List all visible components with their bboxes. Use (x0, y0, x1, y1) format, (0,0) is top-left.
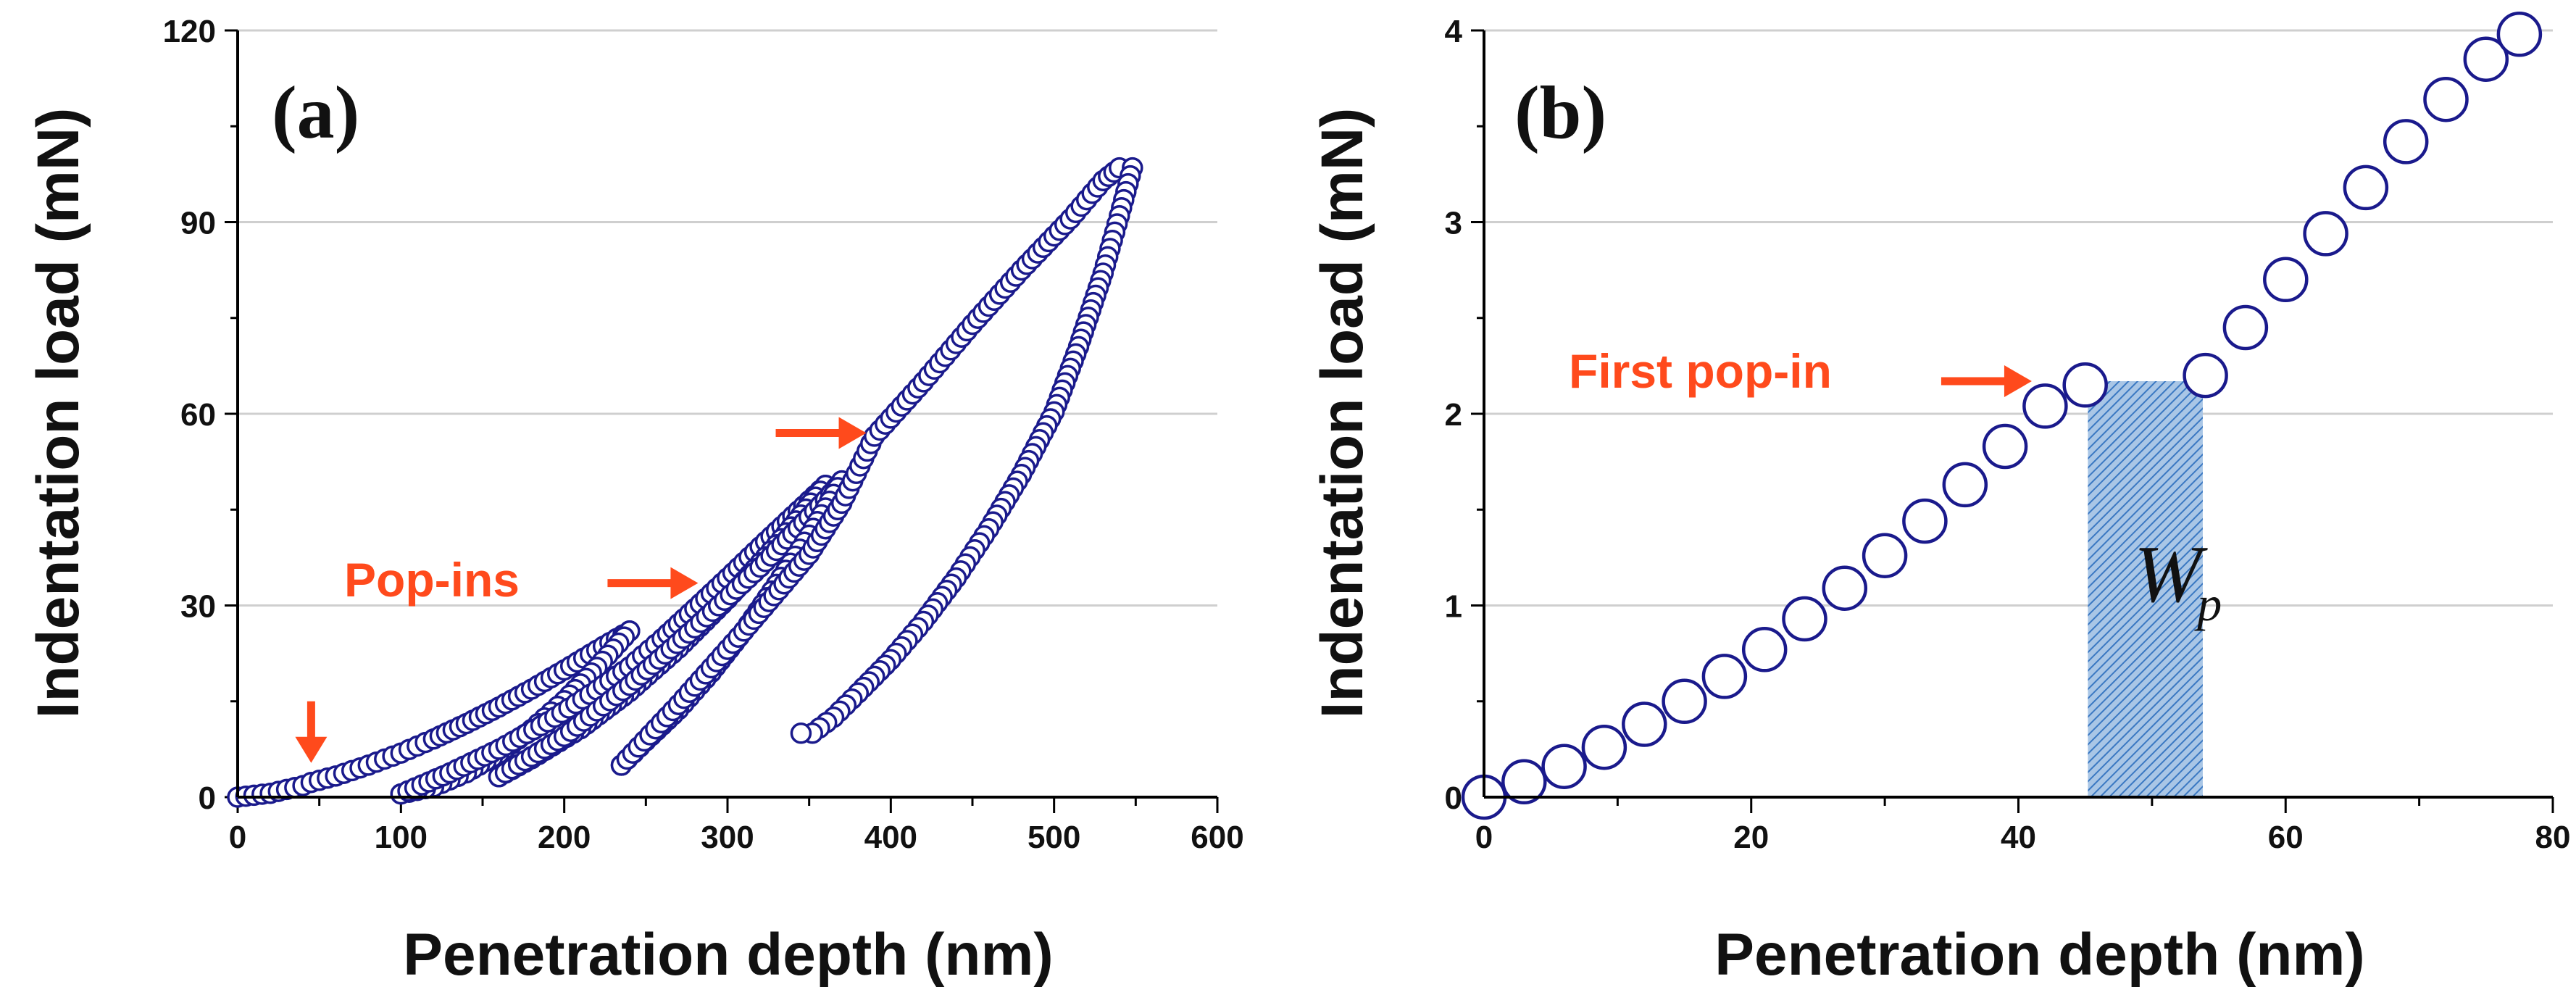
panel-a-chart: 0 30 60 90 120 0 100 200 300 400 500 600 (a) Pop-in… (25, 14, 1244, 987)
panel-a-arrow-icon (607, 567, 699, 599)
panel-b-x-tick-label: 60 (2268, 820, 2304, 855)
panel-b-axes (1483, 30, 2553, 799)
panel-b-wp-area (2088, 381, 2203, 797)
panel-b-data-point (2463, 36, 2509, 82)
panel-a-ticks: 0 30 60 90 120 0 100 200 300 400 500 600 (163, 14, 1244, 855)
panel-b-data-point (2343, 164, 2389, 211)
panel-b-y-tick-label: 0 (1445, 780, 1462, 816)
panel-b-data-point (1662, 678, 1707, 725)
panel-b-wp-main: W (2134, 530, 2208, 620)
panel-a-x-tick-label: 400 (864, 820, 917, 855)
panel-a-arrow-icon (775, 417, 867, 449)
panel-b-data-point (1741, 627, 1788, 672)
panel-a-y-tick-label: 30 (180, 589, 216, 625)
panel-b-data-point (1982, 423, 2028, 470)
panel-b-y-tick-label: 4 (1445, 14, 1463, 49)
panel-a-x-tick-label: 600 (1191, 820, 1243, 855)
panel-b-data-point (2303, 211, 2348, 257)
panel-a-popins-label: Pop-ins (344, 553, 520, 607)
panel-b-arrow-head (2004, 365, 2032, 398)
panel-a-x-tick-label: 0 (229, 820, 246, 855)
panel-b-y-tick-label: 2 (1445, 397, 1462, 433)
panel-b-data-point (1701, 654, 1748, 699)
panel-a-arrow-head (670, 567, 699, 599)
panel-a-x-tick-label: 300 (701, 820, 754, 855)
panel-b-x-tick-label: 0 (1475, 820, 1493, 855)
panel-a-gridlines (238, 29, 1217, 607)
panel-a-y-tick-label: 0 (199, 780, 216, 816)
panel-a-arrow-head (838, 417, 867, 449)
panel-a-arrow-icon (295, 701, 328, 763)
panel-b-data-point (1501, 759, 1547, 805)
panel-a-axes (236, 30, 1217, 799)
panel-a-data-points (227, 157, 1143, 808)
panel-b-data-points (1461, 12, 2543, 820)
panel-a-data-point (790, 722, 812, 744)
panel-b-wp-subscript: p (2194, 576, 2222, 631)
panel-b-data-point (2183, 352, 2228, 399)
panel-b-x-axis-label: Penetration depth (nm) (1714, 922, 2364, 987)
panel-b-y-axis-label: Indentation load (mN) (1309, 108, 1375, 719)
panel-b-data-point (1822, 565, 1868, 611)
panel-b-data-point (1622, 701, 1667, 747)
panel-b-data-point (1862, 533, 1908, 578)
panel-b-arrow-icon (1941, 365, 2032, 398)
panel-b-y-tick-label: 3 (1445, 206, 1462, 241)
panel-b-x-tick-label: 80 (2535, 820, 2571, 855)
panel-b-data-point (1581, 724, 1627, 770)
panel-b-x-tick-label: 40 (2001, 820, 2036, 855)
panel-b-y-tick-label: 1 (1445, 589, 1462, 625)
panel-b-data-point (2383, 119, 2429, 164)
panel-b-label: (b) (1514, 71, 1606, 154)
panel-a-x-tick-label: 100 (375, 820, 428, 855)
panel-a-y-tick-label: 90 (180, 206, 216, 241)
panel-a-x-tick-label: 200 (538, 820, 591, 855)
panel-b-data-point (2423, 76, 2469, 122)
panel-b-data-point (1902, 498, 1948, 544)
panel-b-data-point (1782, 596, 1827, 642)
panel-b-data-point (2496, 12, 2543, 57)
panel-a-y-tick-label: 120 (163, 14, 216, 49)
panel-b-data-point (1942, 462, 1988, 508)
panel-a-y-axis-label: Indentation load (mN) (25, 108, 91, 719)
panel-a-y-tick-label: 60 (180, 397, 216, 433)
panel-a-x-axis-label: Penetration depth (nm) (403, 922, 1053, 987)
panel-b-data-point (2263, 257, 2309, 303)
panel-b-data-point (1541, 744, 1587, 789)
panel-b-data-point (2222, 304, 2269, 351)
panel-b-wp-region (2088, 381, 2203, 797)
panel-a-x-tick-label: 500 (1028, 820, 1080, 855)
panel-b-data-point (2022, 383, 2068, 429)
panel-b-x-tick-label: 20 (1733, 820, 1769, 855)
panel-a-arrow-head (295, 736, 328, 763)
panel-b-first-popin-label: First pop-in (1569, 344, 1832, 398)
panel-b-arrows (1941, 365, 2032, 398)
panel-b-wp-label: Wp (2134, 530, 2222, 631)
panel-a-label: (a) (272, 71, 359, 154)
panel-a-arrows (295, 417, 867, 763)
panel-b-data-point (2062, 362, 2108, 408)
panel-b-gridlines (1484, 29, 2553, 607)
